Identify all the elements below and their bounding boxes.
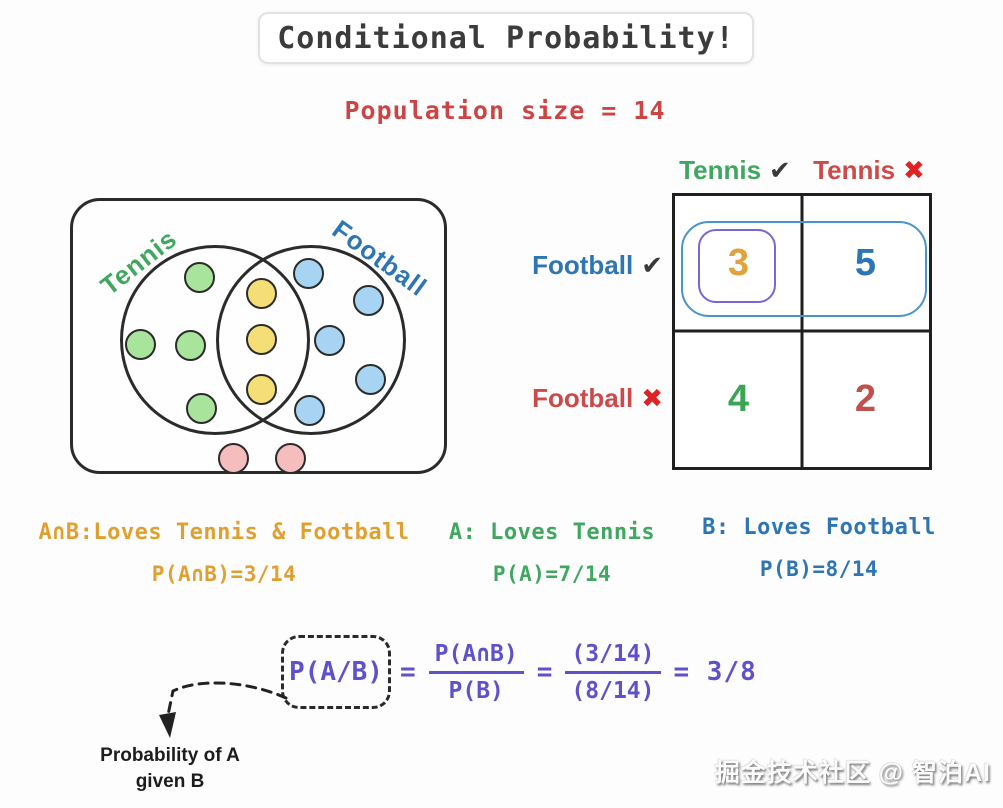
fraction-denominator: P(B): [448, 677, 504, 704]
symbolic-fraction: P(A∩B) P(B): [428, 641, 524, 704]
fraction-denominator: (8/14): [571, 677, 655, 704]
fraction-numerator: P(A∩B): [428, 641, 524, 674]
venn-dot-football-only: [293, 394, 325, 426]
equals-sign: =: [400, 657, 416, 687]
conditional-probability-term-box: P(A/B): [281, 635, 391, 709]
venn-dot-tennis-only: [124, 328, 156, 360]
col-header-label: Tennis: [813, 155, 896, 185]
equals-sign: =: [536, 657, 553, 687]
cell-highlight-purple-outline: [698, 229, 776, 303]
venn-dot-football-only: [352, 284, 384, 316]
venn-dot-tennis-only: [185, 392, 217, 424]
col-header-tennis-yes: Tennis ✔: [668, 155, 802, 186]
equation-lhs: P(A/B): [289, 657, 383, 687]
venn-dot-neither: [274, 442, 306, 474]
table-cell: 3: [727, 241, 750, 284]
table-cell: 4: [727, 378, 750, 421]
col-header-tennis-no: Tennis ✖: [802, 155, 936, 186]
venn-dot-tennis-and-football: [245, 373, 277, 405]
venn-dot-tennis-and-football: [245, 323, 277, 355]
col-header-label: Tennis: [679, 155, 762, 185]
population-size-text: Population size = 14: [344, 96, 666, 125]
stat-tennis: A: Loves Tennis P(A)=7/14: [444, 520, 660, 586]
contingency-table: 3 5 4 2: [672, 193, 932, 470]
venn-dot-neither: [217, 442, 249, 474]
table-cell: 2: [854, 378, 877, 421]
table-cell: 5: [854, 241, 877, 284]
page-title-box: Conditional Probability!: [258, 12, 754, 64]
equation-row: = P(A∩B) P(B) = (3/14) (8/14) = 3/8: [400, 632, 757, 712]
table-horizontal-divider: [675, 329, 929, 333]
page-title: Conditional Probability!: [277, 20, 735, 56]
venn-dot-football-only: [313, 324, 345, 356]
row-header-label: Football: [532, 250, 634, 280]
stat-formula: P(A∩B)=3/14: [151, 562, 297, 586]
venn-dot-tennis-only: [183, 261, 215, 293]
stat-title: A: Loves Tennis: [448, 520, 656, 545]
row-highlight-blue-outline: [681, 221, 927, 317]
stat-intersection: A∩B:Loves Tennis & Football P(A∩B)=3/14: [14, 520, 434, 586]
annotation-probability-of-a-given-b: Probability of A given B: [72, 745, 268, 793]
dashed-pointer-arrow: [159, 681, 288, 738]
fraction-numerator: (3/14): [565, 641, 661, 674]
venn-dot-tennis-and-football: [245, 277, 277, 309]
row-header-football-no: Football ✖: [495, 383, 663, 414]
numeric-fraction: (3/14) (8/14): [565, 641, 661, 704]
venn-dot-football-only: [354, 363, 386, 395]
row-header-label: Football: [532, 383, 634, 413]
venn-diagram-panel: Tennis Football: [70, 198, 447, 474]
stat-formula: P(B)=8/14: [759, 557, 879, 581]
check-icon: ✔: [641, 250, 663, 280]
football-circle: [216, 245, 406, 435]
venn-dot-football-only: [292, 257, 324, 289]
equation-result: = 3/8: [673, 657, 757, 687]
row-header-football-yes: Football ✔: [495, 250, 663, 281]
annotation-line2: given B: [135, 771, 205, 792]
venn-dot-tennis-only: [174, 329, 206, 361]
annotation-line1: Probability of A: [100, 745, 240, 766]
stat-formula: P(A)=7/14: [492, 562, 612, 586]
cross-icon: ✖: [641, 383, 663, 413]
stat-title: A∩B:Loves Tennis & Football: [38, 520, 410, 545]
table-column-headers: Tennis ✔ Tennis ✖: [668, 155, 936, 186]
stat-title: B: Loves Football: [702, 515, 936, 540]
check-icon: ✔: [769, 155, 791, 185]
stat-football: B: Loves Football P(B)=8/14: [696, 515, 942, 581]
cross-icon: ✖: [903, 155, 925, 185]
watermark: 掘金技术社区 @ 智泊AI: [714, 759, 991, 787]
arrowhead-icon: [159, 712, 176, 738]
